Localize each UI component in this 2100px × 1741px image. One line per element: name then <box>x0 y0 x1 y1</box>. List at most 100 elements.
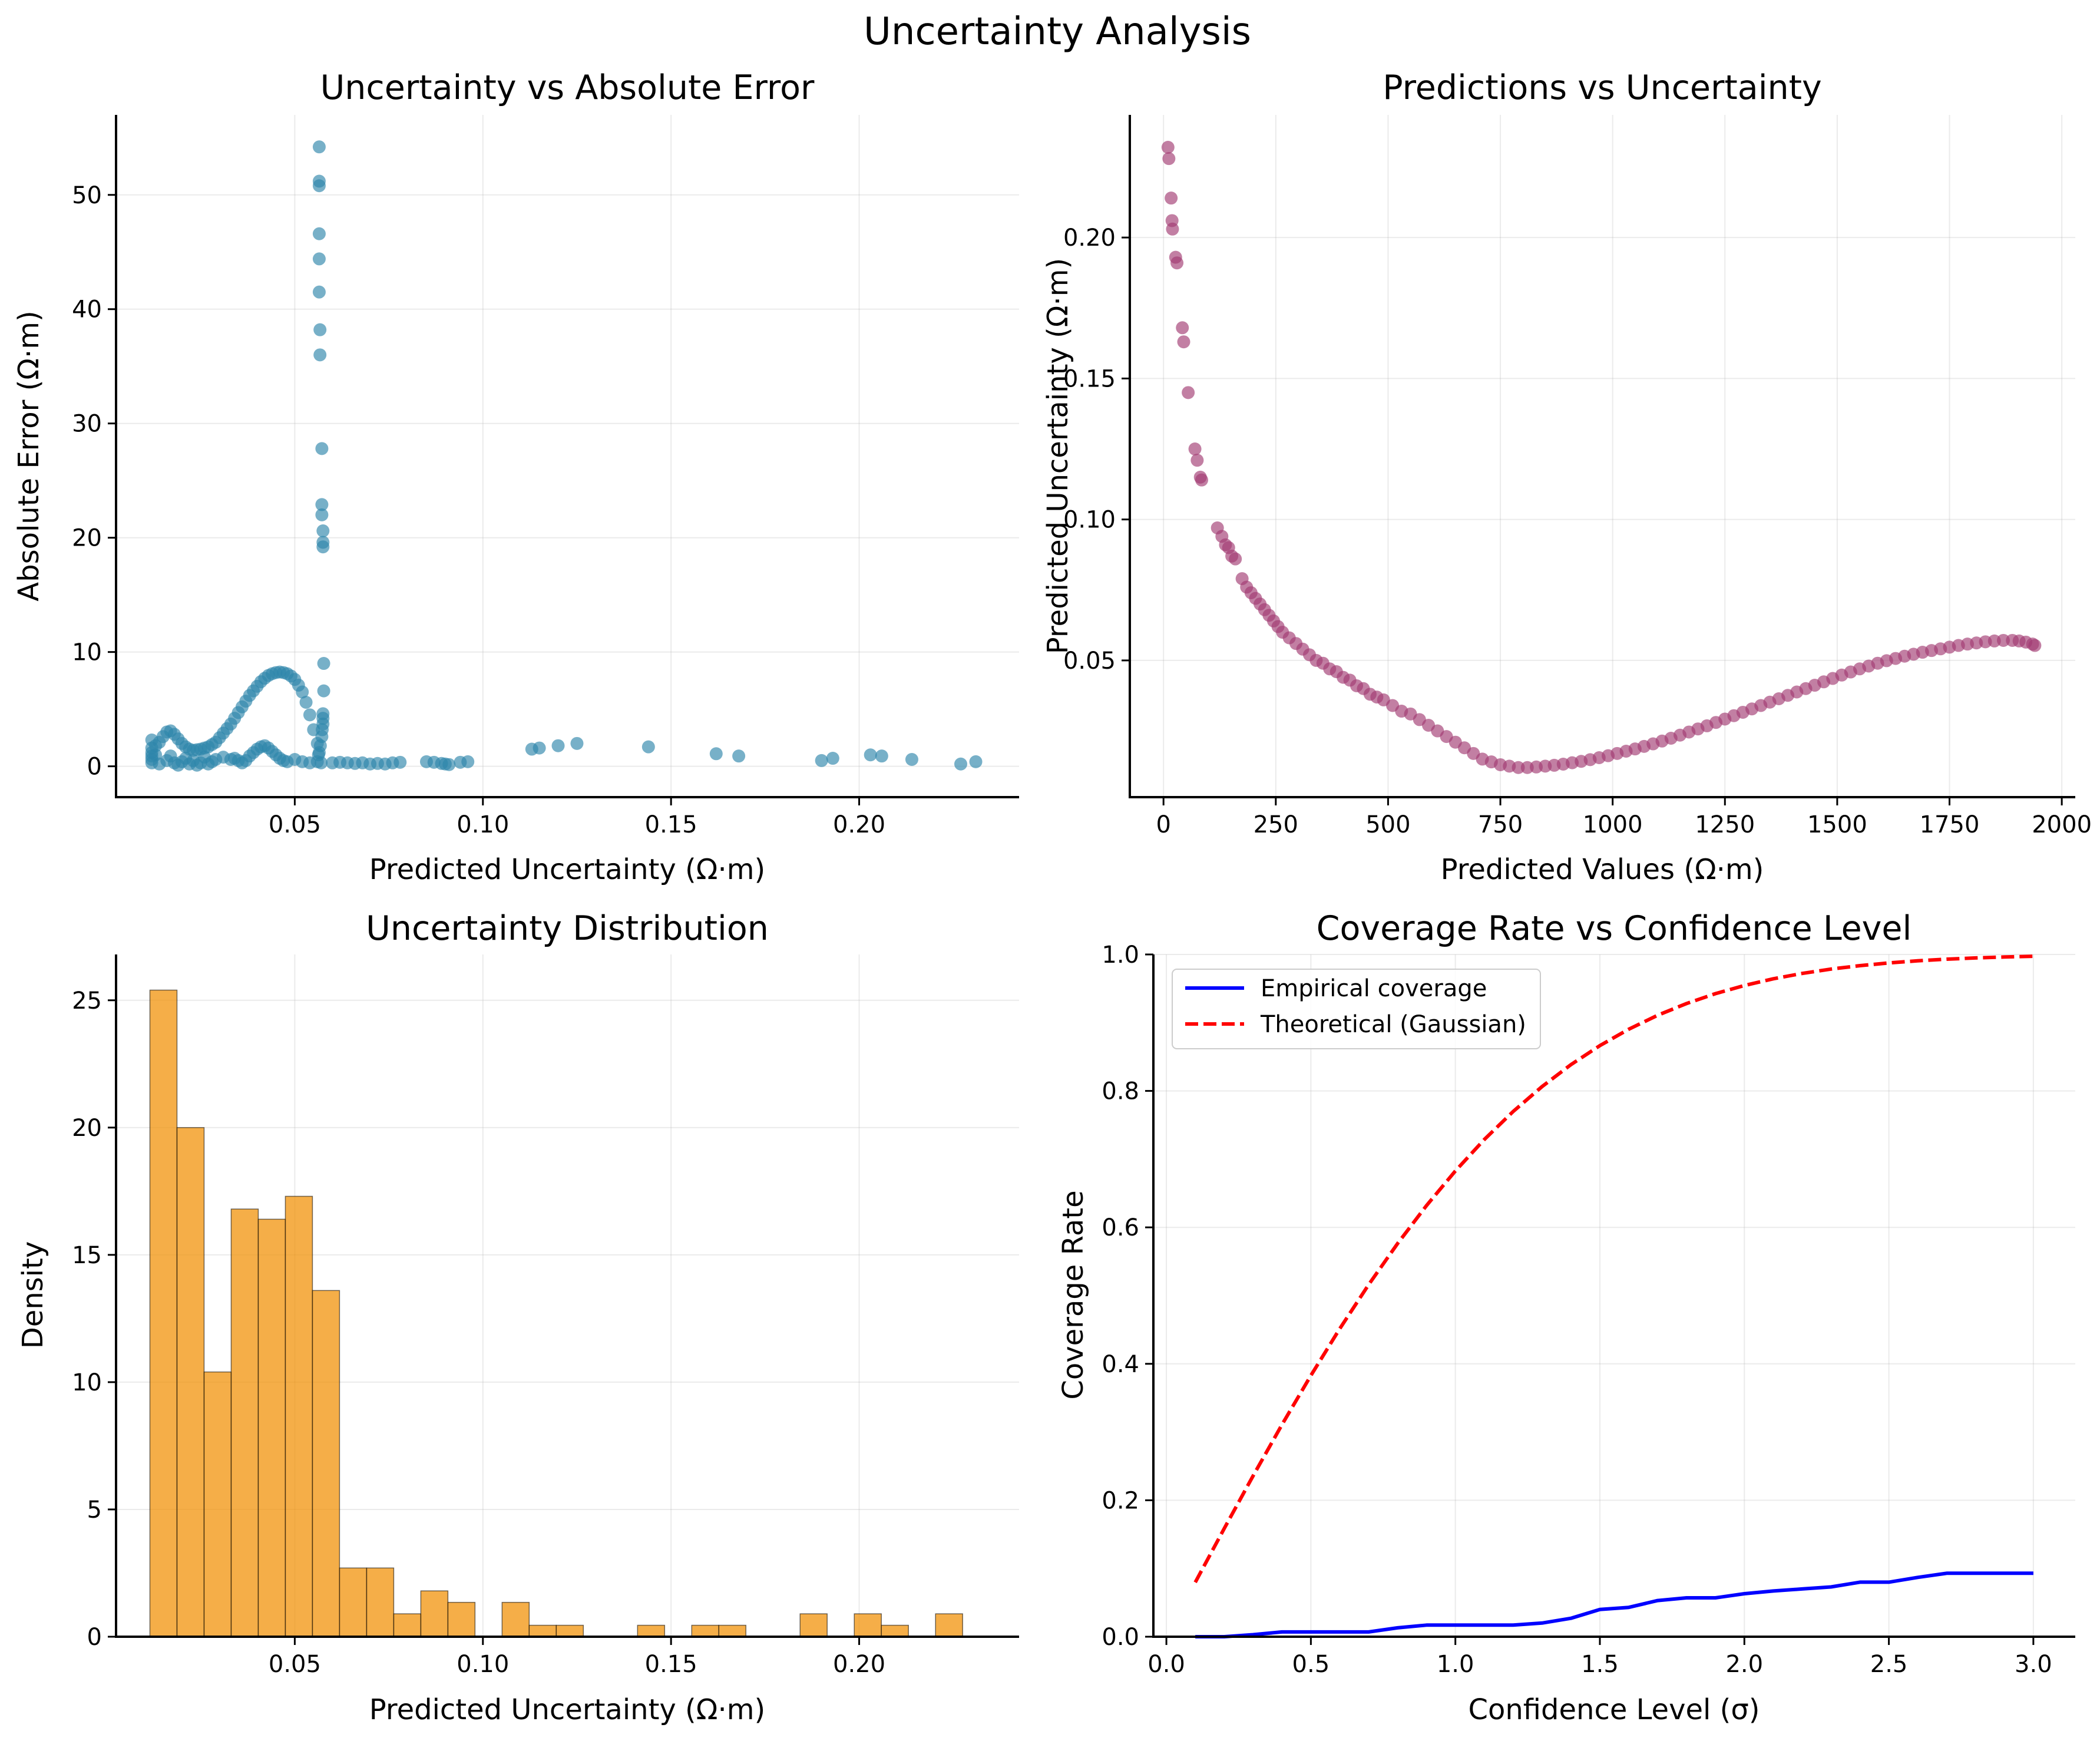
axes-spines <box>1152 954 2075 1638</box>
histogram-bar <box>935 1613 963 1637</box>
scatter-point <box>1176 321 1189 335</box>
y-tick-label: 5 <box>87 1496 102 1524</box>
scatter-point <box>461 755 475 768</box>
histogram-bar <box>691 1624 720 1637</box>
legend: Empirical coverage Theoretical (Gaussian… <box>1172 969 1541 1049</box>
scatter-point <box>864 748 877 762</box>
y-tick-label: 50 <box>72 182 102 209</box>
scatter-point <box>1165 191 1178 205</box>
figure-title: Uncertainty Analysis <box>864 10 1251 54</box>
scatter-point <box>1512 761 1525 774</box>
histogram-bar <box>230 1208 259 1637</box>
x-tick-label: 0.0 <box>1147 1651 1185 1678</box>
scatter-point <box>312 285 326 299</box>
x-tick-label: 0.20 <box>833 811 885 838</box>
legend-box <box>1172 969 1541 1049</box>
y-tick-label: 20 <box>72 1115 102 1142</box>
y-axis-label: Density <box>16 1241 49 1349</box>
x-tick-label: 1000 <box>1583 811 1643 838</box>
histogram-bar <box>285 1195 313 1637</box>
y-tick-label: 0.8 <box>1102 1078 1139 1105</box>
x-tick-label: 500 <box>1365 811 1410 838</box>
scatter-points <box>145 140 983 772</box>
scatter-point <box>312 140 326 154</box>
scatter-point <box>317 684 330 698</box>
ticks: 0 250 500 750 1000 1250 1500 1750 2000 0.05 0.10 0.… <box>1063 224 2092 838</box>
x-tick-label: 0.05 <box>269 811 321 838</box>
y-tick-label: 0.20 <box>1063 224 1116 252</box>
y-tick-label: 30 <box>72 411 102 438</box>
y-tick-label: 10 <box>72 1369 102 1396</box>
y-tick-label: 0 <box>87 1624 102 1651</box>
chart-title: Coverage Rate vs Confidence Level <box>1317 909 1912 948</box>
scatter-point <box>1166 222 1179 236</box>
scatter-point <box>307 723 320 736</box>
scatter-point <box>1195 473 1208 487</box>
scatter-point <box>551 739 565 752</box>
scatter-point <box>1229 552 1242 566</box>
scatter-point <box>316 524 330 538</box>
y-tick-label: 15 <box>72 1242 102 1269</box>
x-tick-label: 1750 <box>1920 811 1980 838</box>
scatter-point <box>732 749 746 763</box>
x-tick-label: 250 <box>1254 811 1298 838</box>
y-tick-label: 0.05 <box>1063 647 1116 675</box>
histogram-bar <box>799 1613 828 1637</box>
scatter-point <box>709 747 723 761</box>
scatter-point <box>296 685 309 699</box>
scatter-point <box>641 740 655 754</box>
scatter-point <box>312 227 326 240</box>
y-tick-label: 0.0 <box>1102 1624 1139 1651</box>
axes-spines <box>115 954 1019 1638</box>
empirical-coverage-line <box>1195 1571 2033 1638</box>
x-tick-label: 0.10 <box>457 1651 509 1678</box>
panel-predictions-vs-uncertainty: 0 250 500 750 1000 1250 1500 1750 2000 0.05 0.10 0.… <box>1041 68 2092 886</box>
histogram-bar <box>718 1624 747 1637</box>
x-axis-label: Predicted Uncertainty (Ω·m) <box>369 1693 765 1726</box>
panel-coverage-rate: 0.0 0.5 1.0 1.5 2.0 2.5 3.00.00.20.40.60.81.0 … <box>1057 909 2075 1726</box>
axes-spines <box>115 115 1019 798</box>
ticks: 0.0 0.5 1.0 1.5 2.0 2.5 3.0 0.0 0.2 0.4 0.6 0.8 1.0 <box>1102 941 2052 1678</box>
y-tick-label: 20 <box>72 525 102 552</box>
x-tick-label: 0.15 <box>645 811 697 838</box>
scatter-point <box>312 179 326 193</box>
histogram-bar <box>501 1601 530 1637</box>
histogram-bar <box>149 989 178 1637</box>
scatter-point <box>2028 639 2042 652</box>
y-tick-label: 0.10 <box>1063 507 1116 534</box>
x-tick-label: 3.0 <box>2015 1651 2052 1678</box>
scatter-points <box>1161 141 2042 774</box>
coverage-lines <box>1193 954 2033 1638</box>
scatter-point <box>312 252 326 266</box>
grid <box>116 115 1019 797</box>
ticks: 0.05 0.10 0.15 0.20 0 10 20 30 40 50 <box>72 182 885 838</box>
x-tick-label: 1.0 <box>1437 1651 1474 1678</box>
histogram-bar <box>203 1371 232 1637</box>
x-tick-label: 2000 <box>2032 811 2092 838</box>
histogram-bar <box>176 1127 205 1637</box>
scatter-point <box>1182 386 1195 399</box>
histogram-bar <box>420 1590 449 1637</box>
legend-label-empirical: Empirical coverage <box>1261 975 1487 1002</box>
scatter-point <box>954 757 967 771</box>
y-tick-label: 40 <box>72 296 102 323</box>
x-tick-label: 0.15 <box>645 1651 697 1678</box>
x-tick-label: 0.05 <box>269 1651 321 1678</box>
histogram-bar <box>393 1613 422 1637</box>
x-tick-label: 2.5 <box>1870 1651 1908 1678</box>
scatter-point <box>316 540 330 554</box>
histogram-bar <box>528 1624 557 1637</box>
y-tick-label: 0.4 <box>1102 1351 1139 1378</box>
x-tick-label: 2.0 <box>1725 1651 1763 1678</box>
ticks: 0.05 0.10 0.15 0.20 0 5 10 15 20 25 <box>72 987 885 1678</box>
axes-spines <box>1129 115 2075 798</box>
y-axis-label: Predicted Uncertainty (Ω·m) <box>1041 258 1074 654</box>
scatter-point <box>315 756 328 769</box>
scatter-point <box>969 755 983 768</box>
y-tick-label: 0 <box>87 754 102 781</box>
x-tick-label: 750 <box>1478 811 1523 838</box>
scatter-point <box>1170 256 1184 270</box>
legend-label-theoretical: Theoretical (Gaussian) <box>1260 1011 1526 1038</box>
y-axis-label: Absolute Error (Ω·m) <box>12 310 45 601</box>
